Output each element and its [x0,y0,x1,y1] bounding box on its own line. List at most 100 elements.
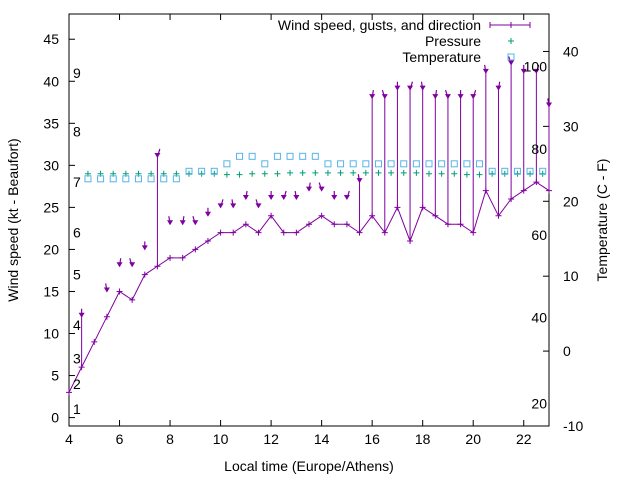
temperature-point [299,152,307,160]
temperature-point [97,175,105,183]
legend: Wind speed, gusts, and directionPressure… [278,17,531,65]
pressure-point [211,170,218,177]
pressure-point [236,171,243,178]
temperature-point [122,175,130,183]
temperature-point [311,152,319,160]
wind-speed-point [508,195,515,202]
pressure-point [501,170,508,177]
temperature-point [349,160,357,168]
direction-arrow-head [167,220,174,226]
pressure-point [413,169,420,176]
x-tick-label: 16 [364,431,380,447]
pressure-point [186,170,192,177]
beaufort-label: 8 [73,124,81,140]
wind-speed-point [457,221,464,228]
labels-layer: Local time (Europe/Athens) Wind speed (kt… [5,58,610,474]
series-layer [66,56,552,396]
wind-speed-point [495,212,502,219]
temperature-point [198,167,206,175]
y-tick-label: 5 [51,368,59,384]
y2-tick-label: 10 [563,268,579,284]
pressure-point [539,170,546,177]
x-tick-label: 18 [415,431,431,447]
y2-tick-label: 30 [563,118,579,134]
temperature-point [387,160,395,168]
temperature-point [488,167,496,175]
y-tick-label: 45 [43,31,59,47]
temperature-point [286,152,294,160]
wind-speed-point [546,187,552,194]
temperature-point [185,167,193,175]
direction-arrow-head [255,203,262,209]
direction-arrow-head [520,68,527,74]
temperature-point [147,175,155,183]
direction-arrow-head [78,312,85,318]
pressure-point [249,170,256,177]
beaufort-label: 3 [73,351,81,367]
direction-arrow-head [230,203,237,209]
x-tick-label: 8 [166,431,174,447]
fahrenheit-label: 100 [524,58,548,74]
pressure-point [451,170,458,177]
direction-arrow-head [343,194,350,200]
pressure-point [438,170,445,177]
temperature-point [134,175,142,183]
y-tick-label: 15 [43,283,59,299]
direction-arrow-head [457,94,464,100]
direction-arrow-head [141,245,148,251]
pressure-point [527,170,534,177]
wind-speed-point [268,212,275,219]
direction-arrow-head [407,85,414,91]
temperature-point [450,160,458,168]
temperature-point [513,167,521,175]
temperature-point [374,160,382,168]
temperature-point [160,175,168,183]
direction-arrow-head [268,194,275,200]
y-axis-label: Wind speed (kt - Beaufort) [5,138,21,301]
x-tick-label: 14 [314,431,330,447]
temperature-point [425,160,433,168]
temperature-point [236,152,244,160]
pressure-point [274,170,281,177]
legend-symbol-temperature [507,53,515,61]
wind-speed-point [129,296,136,303]
wind-speed-point [343,221,350,228]
temperature-point [261,160,269,168]
beaufort-label: 7 [73,174,81,190]
temperature-point [223,160,231,168]
beaufort-label: 9 [73,65,81,81]
wind-speed-point [533,179,540,186]
wind-speed-line [68,181,550,393]
direction-arrow-head [546,102,552,108]
legend-symbol-wind-mark [508,22,514,28]
wind-speed-point [167,254,174,261]
x-tick-label: 10 [213,431,229,447]
y2-tick-label: 20 [563,193,579,209]
temperature-point [539,167,547,175]
wind-speed-point [242,221,249,228]
y-tick-label: 25 [43,199,59,215]
wind-speed-point [520,187,527,194]
y2-tick-label: -10 [563,418,583,434]
plot-frame: 4 6 8 10 12 14 16 18 20 22051015202530354045-1001… [43,13,583,447]
wind-speed-point [116,288,123,295]
fahrenheit-label: 20 [531,396,547,412]
wind-speed-point [407,238,414,245]
direction-arrow-head [192,220,199,226]
wind-speed-point [78,364,85,371]
direction-arrow-head [356,178,363,184]
wind-speed-point [280,229,287,236]
direction-arrow-head [318,186,325,192]
wind-speed-point [306,221,312,228]
beaufort-label: 2 [73,376,81,392]
pressure-point [362,169,369,176]
wind-speed-point [331,221,338,228]
legend-label: Wind speed, gusts, and direction [278,17,481,33]
fahrenheit-label: 60 [531,227,547,243]
pressure-point [324,169,331,176]
x-tick-label: 6 [116,431,124,447]
fahrenheit-label: 40 [531,309,547,325]
wind-speed-point [192,246,199,253]
x-tick-label: 20 [465,431,481,447]
